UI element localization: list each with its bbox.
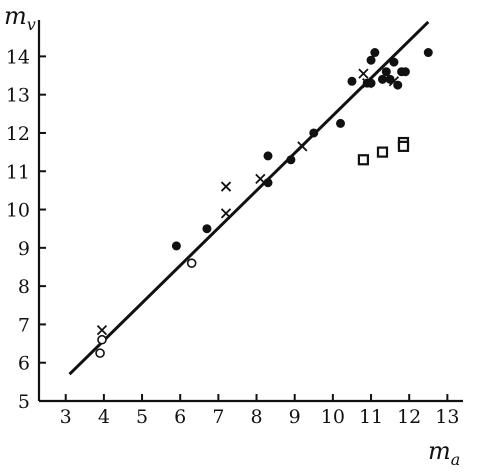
data-points (95, 48, 433, 358)
y-tick-label: 13 (6, 85, 30, 107)
x-tick-label: 12 (397, 406, 421, 428)
fit-line (68, 20, 430, 376)
x-tick-label: 9 (289, 406, 301, 428)
cross-stroke (362, 78, 373, 89)
x-tick-label: 11 (359, 406, 383, 428)
data-point-cross (362, 78, 373, 89)
data-point-filled-circle (171, 241, 181, 251)
data-point-filled-circle (366, 55, 376, 65)
data-point-open-circle (95, 348, 105, 358)
y-tick-label: 9 (18, 238, 30, 260)
cross-stroke (255, 173, 266, 185)
x-tick-label: 8 (250, 406, 262, 428)
y-axis-title-main: m (4, 2, 27, 30)
data-point-cross (358, 68, 369, 79)
fit-line-group (68, 20, 430, 376)
y-axis-title: mv (4, 2, 36, 34)
x-axis-title-main: m (428, 437, 451, 465)
data-point-filled-circle (309, 128, 319, 138)
data-point-filled-circle (286, 155, 296, 165)
y-tick-label: 6 (18, 353, 30, 375)
cross-stroke (220, 208, 232, 219)
data-point-cross (297, 141, 308, 152)
data-point-open-square (397, 140, 410, 152)
x-tick-label: 5 (136, 406, 148, 428)
y-tick-label: 14 (6, 46, 30, 68)
y-tick-label: 11 (6, 161, 30, 183)
x-tick-label: 7 (212, 406, 224, 428)
data-point-cross (388, 76, 400, 87)
data-point-open-circle (97, 334, 107, 345)
cross-stroke (388, 76, 400, 87)
cross-stroke (96, 325, 108, 336)
data-point-open-square (376, 146, 389, 158)
x-axis-title: ma (428, 437, 460, 469)
x-tick-label: 4 (98, 406, 110, 428)
data-point-cross (220, 208, 232, 219)
data-point-filled-circle (370, 48, 380, 58)
data-point-filled-circle (263, 151, 273, 161)
data-point-filled-circle (377, 74, 387, 84)
y-tick-label: 5 (18, 391, 30, 413)
data-point-filled-circle (347, 76, 357, 86)
y-tick-label: 7 (18, 314, 30, 336)
x-tick-label: 13 (435, 406, 459, 428)
data-point-open-square (357, 154, 370, 166)
axes: 3 4 5 6 7 8 9 10 11 12 13 5 6 7 8 9 10 11 12 13 14 (6, 20, 463, 428)
y-tick-label: 8 (18, 276, 30, 298)
data-point-cross (96, 325, 108, 336)
cross-stroke (297, 141, 308, 152)
y-tick-label: 12 (6, 123, 30, 145)
cross-stroke (358, 68, 369, 79)
data-point-filled-circle (202, 224, 212, 234)
cross-stroke (220, 181, 232, 192)
data-point-open-circle (186, 258, 197, 268)
x-tick-label: 6 (174, 406, 186, 428)
x-axis-title-subscript: a (451, 450, 461, 469)
data-point-filled-circle (381, 67, 391, 77)
data-point-filled-circle (336, 118, 346, 128)
x-tick-label: 3 (60, 406, 72, 428)
y-axis-title-subscript: v (27, 15, 36, 34)
data-point-filled-circle (400, 67, 410, 77)
x-tick-label: 10 (321, 406, 345, 428)
data-point-filled-circle (423, 48, 433, 58)
data-point-cross (255, 173, 266, 185)
data-point-filled-circle (389, 57, 399, 67)
data-point-cross (220, 181, 232, 192)
y-tick-label: 10 (6, 200, 30, 222)
data-point-filled-circle (385, 74, 395, 84)
